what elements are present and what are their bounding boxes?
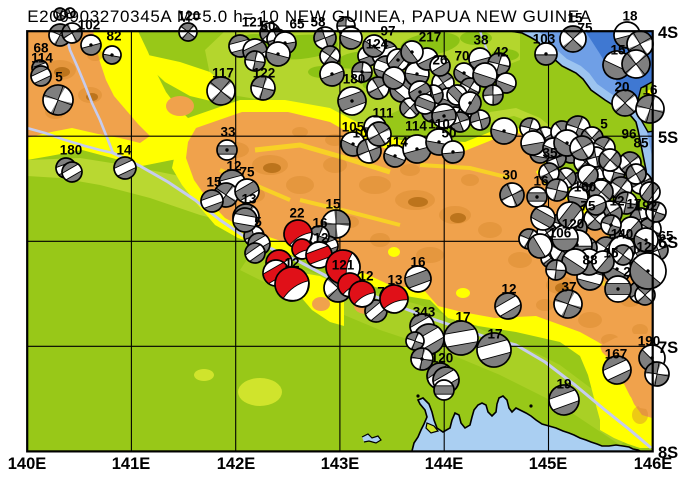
- svg-text:120: 120: [562, 217, 585, 232]
- svg-text:114: 114: [405, 119, 427, 134]
- svg-text:140: 140: [611, 227, 634, 242]
- svg-text:50: 50: [260, 19, 275, 34]
- svg-text:18: 18: [622, 9, 638, 24]
- svg-text:121: 121: [332, 258, 355, 273]
- svg-text:35: 35: [542, 146, 558, 161]
- svg-text:88: 88: [582, 253, 598, 268]
- svg-text:105: 105: [342, 120, 365, 135]
- svg-text:50: 50: [441, 126, 456, 141]
- svg-text:7: 7: [377, 285, 385, 300]
- svg-text:68: 68: [33, 41, 49, 56]
- svg-text:15: 15: [325, 197, 341, 212]
- svg-text:96: 96: [621, 127, 637, 142]
- svg-text:13: 13: [241, 192, 257, 207]
- svg-text:192: 192: [635, 199, 658, 214]
- svg-text:122: 122: [253, 66, 276, 81]
- svg-text:37: 37: [561, 280, 576, 295]
- svg-text:38: 38: [473, 33, 489, 48]
- svg-text:65: 65: [289, 17, 305, 32]
- svg-text:16: 16: [533, 174, 549, 189]
- svg-text:19: 19: [556, 377, 571, 392]
- svg-text:110: 110: [428, 117, 450, 132]
- svg-text:111: 111: [372, 106, 394, 121]
- svg-text:22: 22: [289, 206, 304, 221]
- svg-text:144E: 144E: [425, 455, 464, 473]
- svg-text:343: 343: [413, 305, 436, 320]
- svg-text:85: 85: [633, 136, 649, 151]
- svg-text:6S: 6S: [658, 234, 678, 252]
- svg-text:145E: 145E: [529, 455, 568, 473]
- svg-text:142E: 142E: [217, 455, 256, 473]
- svg-text:15: 15: [610, 43, 626, 58]
- svg-text:65: 65: [658, 229, 674, 244]
- svg-text:5S: 5S: [658, 129, 678, 147]
- svg-text:146E: 146E: [634, 455, 673, 473]
- svg-text:114: 114: [31, 51, 53, 66]
- svg-text:103: 103: [533, 32, 556, 47]
- svg-text:16: 16: [642, 83, 658, 98]
- svg-text:12: 12: [501, 282, 516, 297]
- svg-text:114: 114: [386, 135, 408, 150]
- svg-text:120: 120: [178, 9, 201, 24]
- svg-text:14: 14: [116, 143, 132, 158]
- svg-text:117: 117: [212, 66, 234, 81]
- svg-text:7S: 7S: [658, 339, 678, 357]
- svg-text:106: 106: [549, 226, 572, 241]
- svg-text:70: 70: [454, 49, 469, 64]
- svg-text:12: 12: [226, 159, 241, 174]
- svg-text:12: 12: [636, 240, 651, 255]
- svg-text:180: 180: [60, 143, 83, 158]
- svg-text:5: 5: [254, 215, 262, 230]
- svg-text:16: 16: [312, 216, 328, 231]
- svg-text:15: 15: [603, 246, 619, 261]
- svg-text:167: 167: [605, 347, 628, 362]
- svg-text:217: 217: [419, 30, 442, 45]
- svg-text:140E: 140E: [8, 455, 47, 473]
- svg-text:12: 12: [313, 231, 328, 246]
- svg-text:124: 124: [366, 37, 389, 52]
- svg-text:16: 16: [410, 255, 426, 270]
- svg-text:15: 15: [567, 11, 583, 26]
- svg-text:42: 42: [493, 45, 508, 60]
- svg-text:E200903270345A M=5.0 h= 10 NEW: E200903270345A M=5.0 h= 10 NEW GUINEA, P…: [27, 7, 592, 26]
- svg-text:141E: 141E: [112, 455, 151, 473]
- svg-text:2: 2: [623, 265, 631, 280]
- svg-text:121: 121: [242, 15, 265, 30]
- svg-text:15: 15: [206, 175, 222, 190]
- svg-text:12: 12: [284, 256, 299, 271]
- svg-text:75: 75: [580, 199, 596, 214]
- svg-text:5: 5: [600, 117, 608, 132]
- svg-text:8S: 8S: [658, 444, 678, 462]
- svg-text:4S: 4S: [658, 24, 678, 42]
- svg-text:17: 17: [626, 197, 641, 212]
- svg-text:143E: 143E: [321, 455, 360, 473]
- svg-text:12: 12: [609, 194, 624, 209]
- svg-text:120: 120: [431, 351, 454, 366]
- svg-text:12: 12: [358, 269, 373, 284]
- svg-text:17: 17: [487, 327, 502, 342]
- svg-text:180: 180: [343, 72, 366, 87]
- svg-text:17: 17: [455, 310, 470, 325]
- svg-text:20: 20: [614, 80, 629, 95]
- svg-text:13: 13: [387, 273, 403, 288]
- svg-text:33: 33: [220, 125, 236, 140]
- svg-text:10: 10: [352, 126, 367, 141]
- svg-text:160: 160: [574, 180, 597, 195]
- svg-text:26: 26: [432, 53, 448, 68]
- svg-text:102: 102: [78, 18, 101, 33]
- svg-text:190: 190: [638, 334, 661, 349]
- svg-text:75: 75: [239, 165, 255, 180]
- svg-text:30: 30: [502, 168, 517, 183]
- svg-text:58: 58: [310, 15, 326, 30]
- svg-text:5: 5: [55, 70, 63, 85]
